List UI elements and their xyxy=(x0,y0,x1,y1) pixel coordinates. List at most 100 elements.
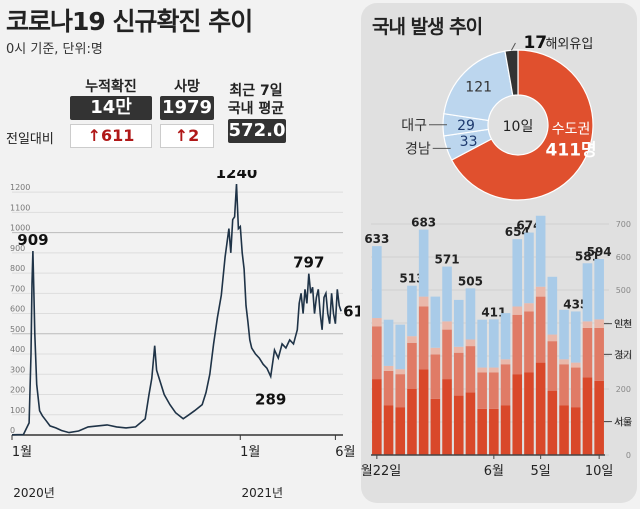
bar-segment-incheon xyxy=(383,365,394,371)
pie-slice-name: 대구 xyxy=(401,118,427,134)
bar-segment-incheon xyxy=(559,359,569,365)
bar-segment-incheon xyxy=(570,362,581,368)
page-title: 코로나19 신규확진 추이 xyxy=(6,7,253,36)
bar-segment-seoul xyxy=(489,408,499,455)
series-label-incheon: 인천 xyxy=(614,319,632,331)
y-tick-label: 200 xyxy=(616,385,631,394)
bar-segment-incheon xyxy=(524,303,534,312)
pie-center-label: 10일 xyxy=(503,119,534,135)
bar-segment-gyeonggi xyxy=(430,354,441,399)
bar-segment-other xyxy=(559,309,569,360)
pie-slice-label: 29 xyxy=(457,118,475,134)
annotation-label: 797 xyxy=(293,254,324,272)
bar-segment-incheon xyxy=(500,359,511,365)
x-tick-label: 1월 xyxy=(240,445,260,460)
bar-segment-other xyxy=(477,319,487,368)
bar-segment-gyeonggi xyxy=(453,352,464,396)
x-tick-label: 1월 xyxy=(12,445,32,460)
series-label-seoul: 서울 xyxy=(614,417,632,429)
pie-slice-label: 33 xyxy=(460,134,478,150)
annotation-label: 1240 xyxy=(216,170,258,182)
y-tick-label: 0 xyxy=(626,451,631,460)
bar-total-label: 683 xyxy=(411,216,436,230)
pie-slice-label: 411명 xyxy=(546,140,597,160)
bar-segment-seoul xyxy=(383,405,394,455)
bar-segment-seoul xyxy=(430,398,441,455)
bar-segment-other xyxy=(489,319,499,368)
y-tick-label: 300 xyxy=(10,365,25,374)
bar-segment-other xyxy=(535,215,546,287)
bar-segment-seoul xyxy=(453,395,464,455)
bar-segment-gyeonggi xyxy=(442,329,452,380)
bar-segment-other xyxy=(547,276,558,335)
change-label: 전일대비 xyxy=(6,132,54,147)
bar-segment-incheon xyxy=(547,334,558,342)
bar-segment-other xyxy=(442,266,452,322)
bar-segment-incheon xyxy=(535,286,546,297)
bar-segment-other xyxy=(407,285,417,337)
bar-segment-gyeonggi xyxy=(489,372,499,409)
bar-segment-seoul xyxy=(372,379,382,455)
annotation-label: 909 xyxy=(17,231,48,249)
bar-segment-incheon xyxy=(407,336,417,343)
right-panel-title: 국내 발생 추이 xyxy=(372,16,483,38)
annotation-label: 611 xyxy=(343,302,360,320)
pie-slice xyxy=(450,49,594,201)
y-tick-label: 100 xyxy=(616,418,631,427)
bar-total-label: 725 xyxy=(528,215,553,216)
y-tick-label: 300 xyxy=(616,352,631,361)
bar-total-label: 571 xyxy=(435,253,460,267)
bar-segment-gyeonggi xyxy=(407,342,417,389)
bar-segment-seoul xyxy=(418,369,429,455)
bar-segment-gyeonggi xyxy=(535,296,546,363)
bar-segment-incheon xyxy=(372,318,382,327)
bar-segment-other xyxy=(372,246,382,319)
bar-segment-gyeonggi xyxy=(559,364,569,406)
bar-total-label: 674 xyxy=(516,219,541,233)
bar-total-label: 513 xyxy=(399,272,424,286)
bar-segment-gyeonggi xyxy=(477,372,487,409)
cumulative-change: ↑611 xyxy=(70,124,152,148)
y-tick-label: 900 xyxy=(10,244,25,253)
bar-segment-gyeonggi xyxy=(383,370,394,406)
y-tick-label: 400 xyxy=(10,345,25,354)
bar-total-label: 633 xyxy=(364,232,389,246)
x-tick-label: 5일 xyxy=(531,464,551,479)
x-tick-label: 6월 xyxy=(484,464,504,479)
cumulative-label: 누적확진 xyxy=(85,79,137,95)
x-tick-label: 10일 xyxy=(585,464,614,479)
bar-segment-other xyxy=(430,296,441,348)
y-tick-label: 1100 xyxy=(10,203,30,212)
bar-segment-other xyxy=(465,288,476,340)
bar-segment-incheon xyxy=(465,339,476,347)
y-tick-label: 200 xyxy=(10,386,25,395)
bar-segment-seoul xyxy=(524,372,534,455)
y-tick-label: 800 xyxy=(10,264,25,273)
bar-segment-seoul xyxy=(535,362,546,455)
bar-segment-seoul xyxy=(477,408,487,455)
x-tick-label: 6월 xyxy=(335,445,355,460)
bar-segment-gyeonggi xyxy=(512,314,523,375)
y-tick-label: 500 xyxy=(10,325,25,334)
page-subtitle: 0시 기준, 단위:명 xyxy=(6,42,103,57)
bar-segment-incheon xyxy=(512,306,523,315)
y-tick-label: 500 xyxy=(616,286,631,295)
annotation-label: 289 xyxy=(255,391,286,409)
x-tick-sublabel: 2021년 xyxy=(241,486,283,500)
bar-segment-seoul xyxy=(559,405,569,455)
x-tick-sublabel: 2020년 xyxy=(13,486,55,500)
y-tick-label: 1000 xyxy=(10,224,30,233)
death-value: 1979 xyxy=(160,96,214,120)
y-tick-label: 0 xyxy=(10,426,15,435)
x-tick-label: 5월22일 xyxy=(361,464,401,479)
bar-segment-seoul xyxy=(512,374,523,455)
y-tick-label: 400 xyxy=(616,319,631,328)
bar-segment-other xyxy=(594,258,604,320)
pie-slice-label: 121 xyxy=(465,80,492,96)
stacked-bar-chart: 0 100 200 300 400 500 600 700 633 513 683 571 505 411… xyxy=(361,215,632,479)
bar-segment-incheon xyxy=(582,321,593,328)
pie-slice-name: 수도권 xyxy=(552,121,591,137)
bar-segment-seoul xyxy=(547,390,558,455)
y-tick-label: 1200 xyxy=(10,183,30,192)
bar-segment-seoul xyxy=(395,407,406,455)
